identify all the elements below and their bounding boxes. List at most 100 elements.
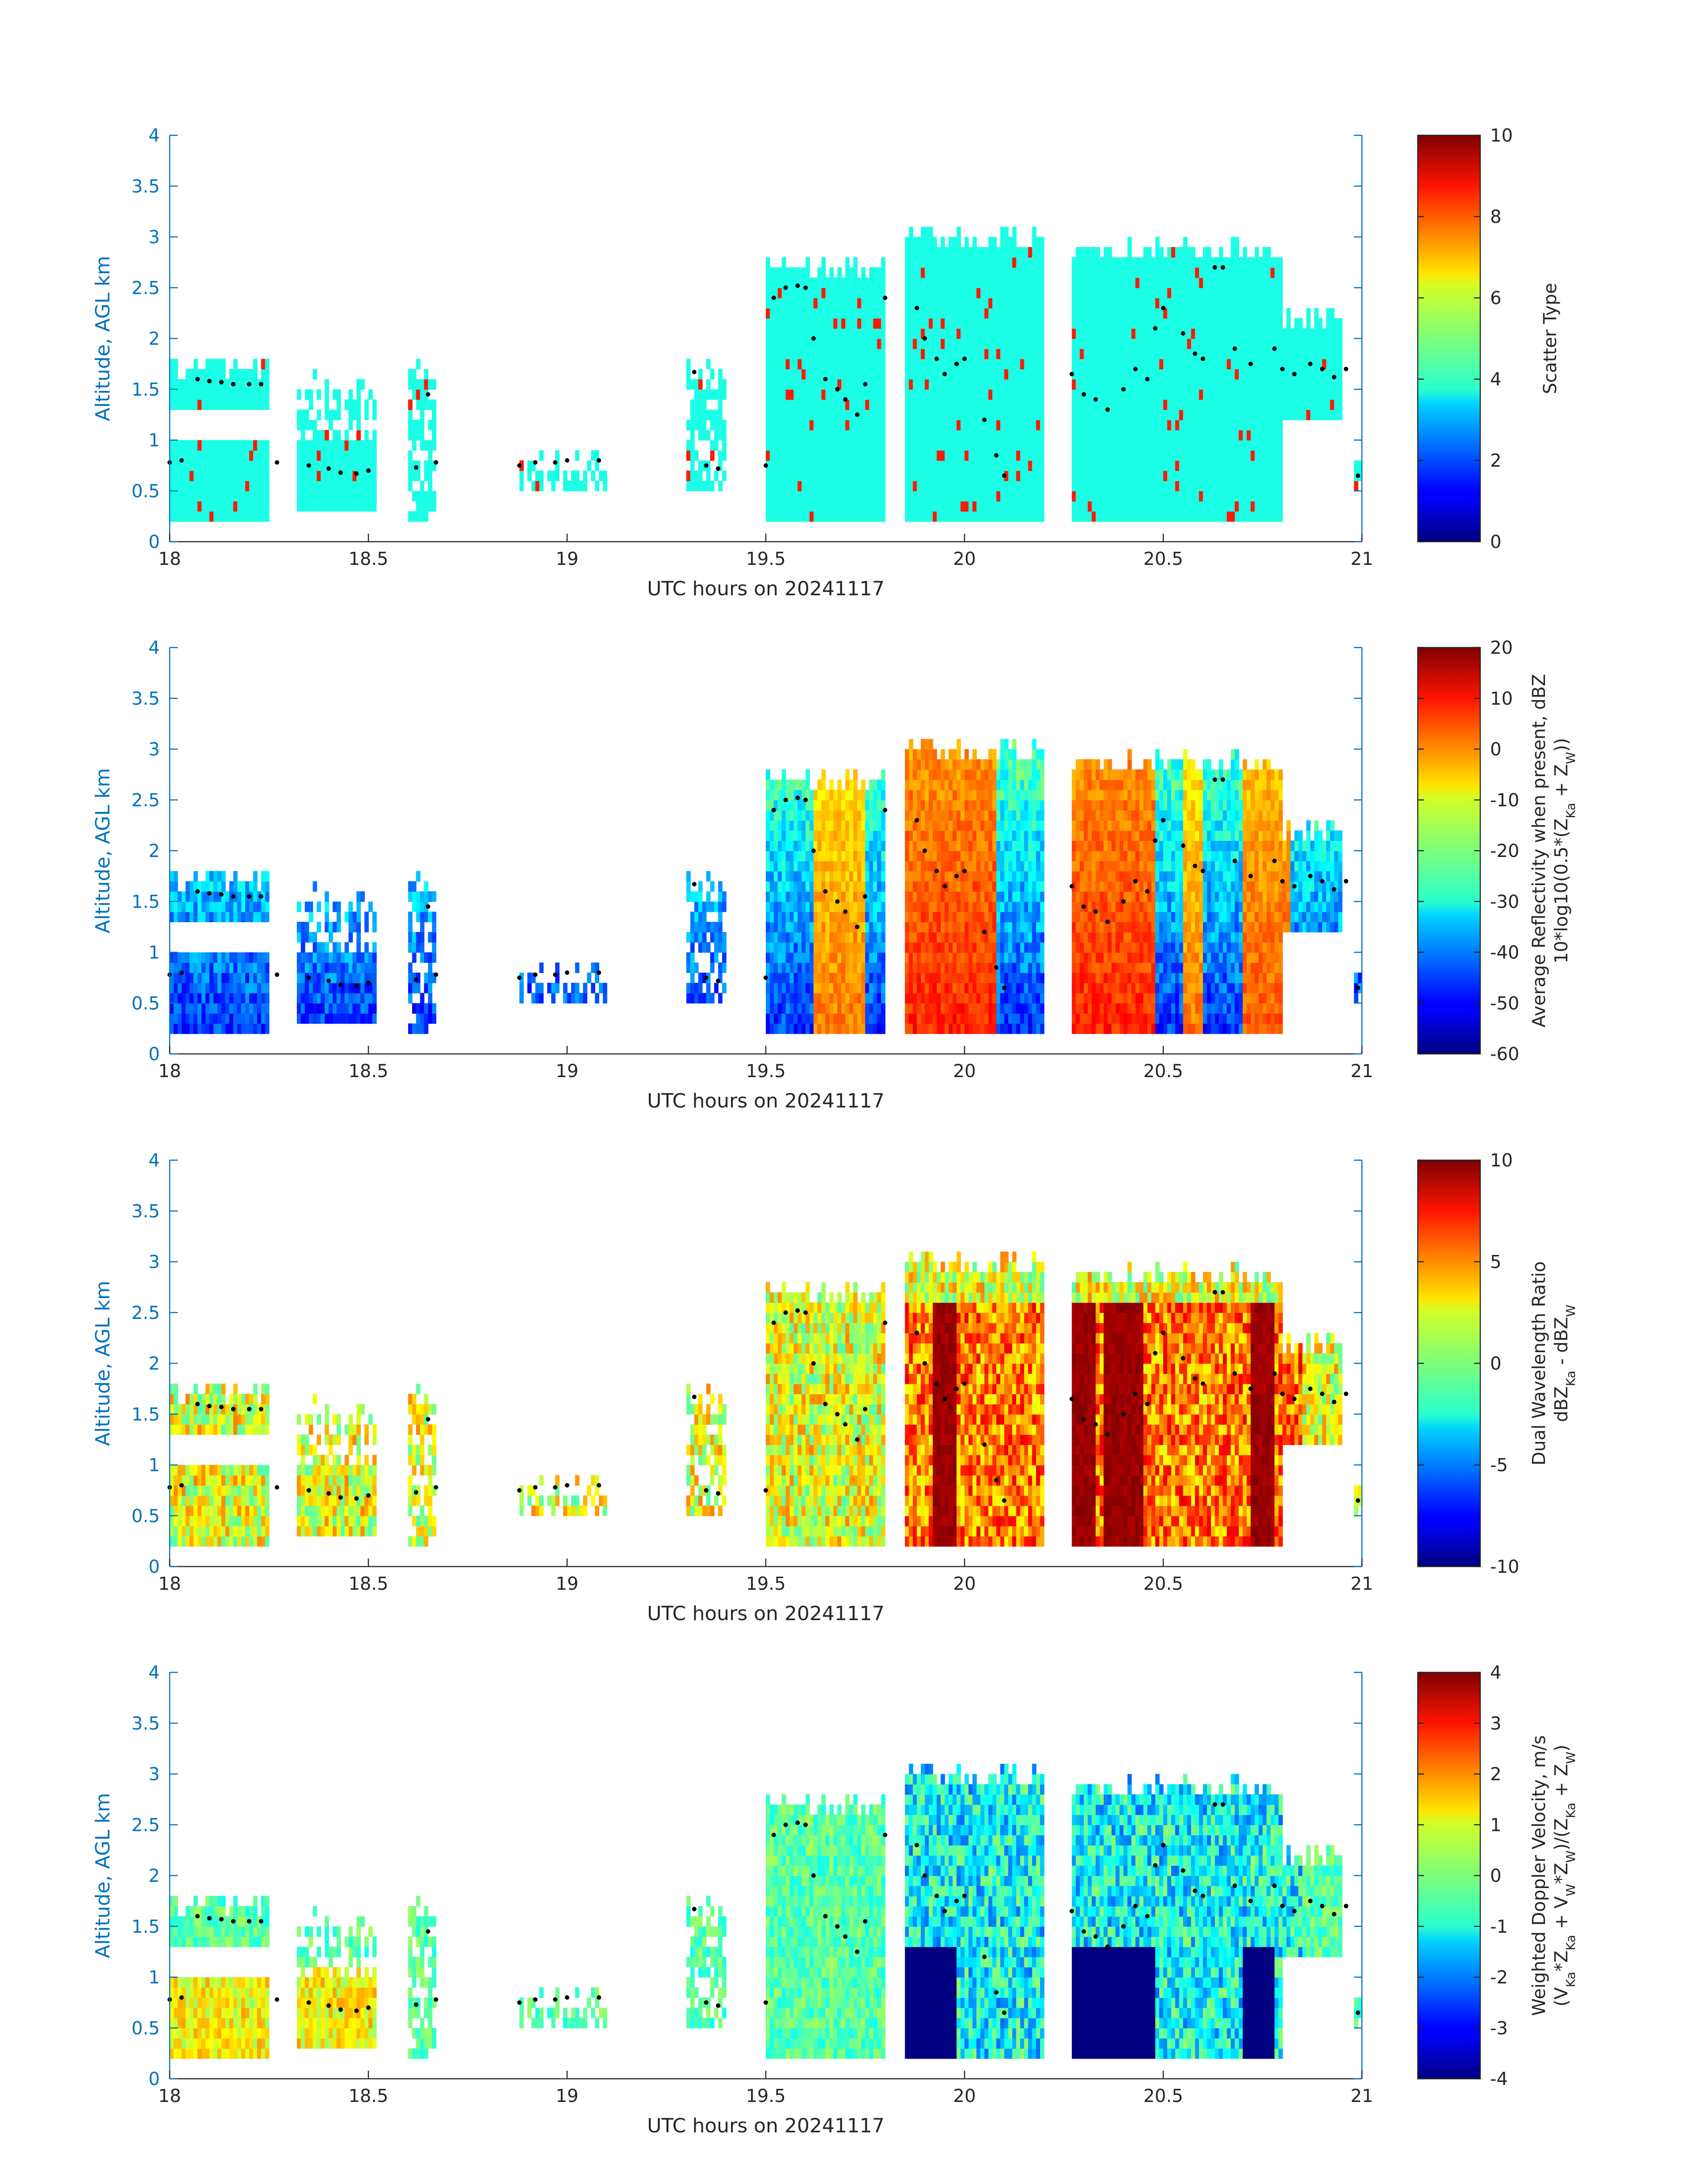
heatmap-cell	[793, 338, 798, 349]
heatmap-cell	[1103, 481, 1108, 492]
heatmap-cell	[173, 470, 178, 481]
marker-point	[811, 336, 816, 341]
heatmap-cell	[1103, 348, 1108, 359]
heatmap-cell	[1262, 257, 1267, 268]
heatmap-cell	[1175, 470, 1180, 481]
heatmap-cell	[802, 379, 806, 390]
heatmap-cell	[1231, 247, 1235, 258]
heatmap-cell	[849, 338, 854, 349]
heatmap-cell	[340, 1003, 345, 1014]
heatmap-cell	[948, 348, 953, 359]
heatmap-cell	[205, 1013, 210, 1024]
heatmap-cell	[806, 328, 810, 339]
heatmap-cell	[432, 891, 437, 902]
heatmap-cell	[296, 932, 301, 943]
heatmap-cell	[336, 901, 341, 912]
heatmap-cell	[1239, 420, 1243, 430]
heatmap-cell	[905, 288, 910, 298]
heatmap-cell	[714, 952, 718, 963]
heatmap-cell	[1028, 247, 1033, 258]
heatmap-cell	[1254, 389, 1259, 400]
heatmap-cell	[766, 932, 770, 943]
heatmap-cell	[806, 298, 810, 309]
heatmap-cell	[833, 409, 838, 420]
heatmap-cell	[857, 450, 862, 461]
heatmap-cell	[769, 481, 774, 492]
heatmap-cell	[1143, 481, 1148, 492]
heatmap-cell	[225, 952, 230, 963]
heatmap-cell	[956, 460, 961, 471]
heatmap-cell	[344, 993, 349, 1004]
heatmap-cell	[1107, 440, 1112, 451]
heatmap-cell	[1302, 389, 1307, 400]
heatmap-cell	[798, 389, 802, 400]
heatmap-cell	[193, 389, 198, 400]
heatmap-cell	[785, 420, 790, 430]
heatmap-cell	[928, 511, 933, 522]
heatmap-cell	[857, 440, 862, 451]
heatmap-cell	[336, 911, 341, 923]
heatmap-cell	[1000, 491, 1005, 501]
heatmap-cell	[313, 881, 317, 892]
heatmap-cell	[992, 359, 997, 370]
heatmap-cell	[1008, 389, 1013, 400]
heatmap-cell	[221, 1003, 226, 1014]
heatmap-cell	[972, 308, 977, 319]
heatmap-cell	[821, 338, 826, 349]
heatmap-cell	[428, 420, 433, 430]
heatmap-cell	[1012, 237, 1017, 248]
heatmap-cell	[1223, 338, 1228, 349]
heatmap-cell	[984, 460, 989, 471]
heatmap-cell	[372, 470, 377, 481]
heatmap-cell	[718, 450, 722, 461]
heatmap-cell	[1135, 440, 1140, 451]
heatmap-cell	[1231, 470, 1235, 481]
heatmap-cell	[253, 491, 258, 501]
heatmap-cell	[1095, 440, 1100, 451]
heatmap-cell	[1107, 511, 1112, 522]
heatmap-cell	[766, 871, 770, 882]
heatmap-cell	[428, 470, 433, 481]
heatmap-cell	[420, 932, 425, 943]
heatmap-cell	[1131, 420, 1136, 430]
heatmap-cell	[424, 881, 429, 892]
heatmap-cell	[1187, 247, 1192, 258]
heatmap-cell	[1334, 348, 1339, 359]
heatmap-cell	[432, 1013, 437, 1024]
heatmap-cell	[956, 501, 961, 512]
heatmap-cell	[1084, 430, 1088, 441]
heatmap-cell	[1084, 511, 1088, 522]
heatmap-cell	[857, 481, 862, 492]
heatmap-cell	[189, 952, 194, 963]
heatmap-cell	[789, 973, 794, 983]
heatmap-cell	[1231, 399, 1235, 410]
heatmap-cell	[1008, 409, 1013, 420]
heatmap-cell	[189, 389, 194, 400]
heatmap-cell	[519, 982, 524, 994]
heatmap-cell	[690, 911, 695, 923]
colorbar-tick-label: 6	[1490, 288, 1501, 309]
heatmap-cell	[420, 501, 425, 512]
heatmap-cell	[718, 460, 722, 471]
heatmap-cell	[1203, 450, 1207, 461]
heatmap-cell	[1119, 440, 1124, 451]
heatmap-cell	[789, 389, 794, 400]
heatmap-cell	[773, 298, 778, 309]
heatmap-cell	[1028, 328, 1033, 339]
heatmap-cell	[1231, 440, 1235, 451]
heatmap-cell	[1036, 277, 1040, 288]
heatmap-cell	[837, 359, 842, 370]
heatmap-cell	[1223, 328, 1228, 339]
heatmap-cell	[817, 318, 822, 329]
heatmap-cell	[1318, 328, 1323, 339]
heatmap-cell	[1131, 389, 1136, 400]
heatmap-cell	[809, 501, 814, 512]
heatmap-cell	[1306, 379, 1311, 390]
heatmap-cell	[1016, 267, 1021, 278]
heatmap-cell	[1000, 288, 1005, 298]
heatmap-cell	[1087, 450, 1092, 461]
heatmap-cell	[988, 318, 993, 329]
heatmap-cell	[773, 932, 778, 943]
heatmap-cell	[368, 1003, 373, 1014]
heatmap-cell	[233, 369, 238, 380]
